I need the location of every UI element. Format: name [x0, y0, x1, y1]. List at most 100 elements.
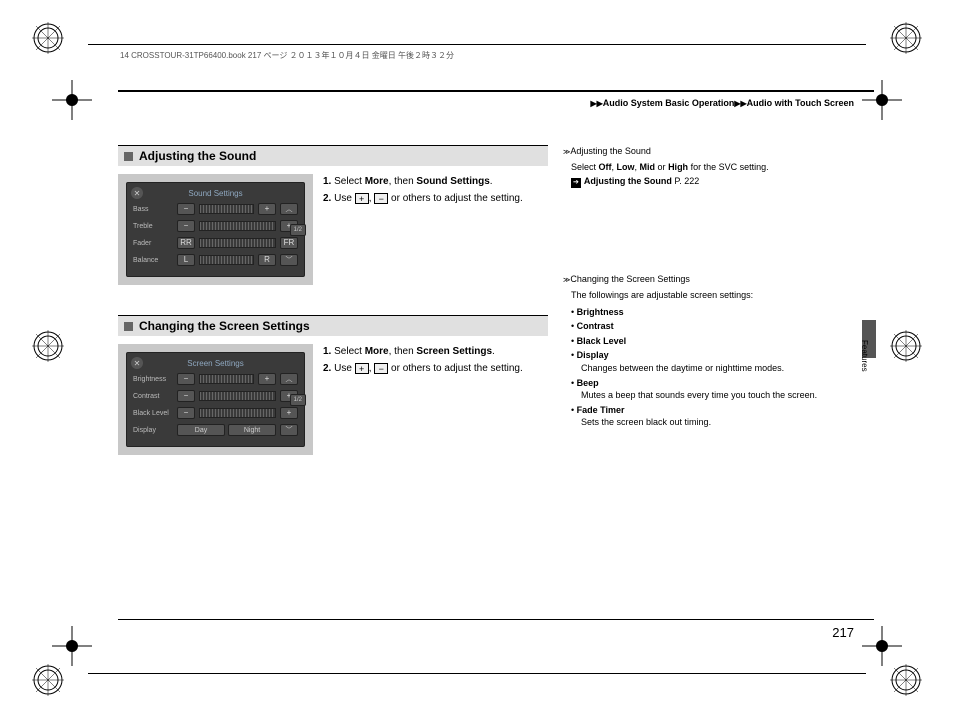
- breadcrumb-arrow-icon: ▶▶: [590, 99, 602, 108]
- chevron-down-icon: ﹀: [280, 424, 298, 436]
- slider: [199, 255, 254, 265]
- instructions: 1. Select More, then Screen Settings. 2.…: [323, 344, 523, 455]
- section-bullet-icon: [124, 152, 133, 161]
- slider: [199, 204, 254, 214]
- cross-reference: ➔Adjusting the Sound P. 222: [571, 175, 843, 188]
- slider: [199, 391, 276, 401]
- slider: [199, 374, 254, 384]
- minus-icon: −: [177, 390, 195, 402]
- list-item-sub: Mutes a beep that sounds every time you …: [581, 389, 843, 402]
- chevron-up-icon: ︿: [280, 203, 298, 215]
- page-indicator: 1/2: [290, 394, 306, 406]
- side-section-2: ≫Changing the Screen Settings The follow…: [563, 273, 843, 429]
- side-text: Select Off, Low, Mid or High for the SVC…: [571, 161, 843, 174]
- left-column: Adjusting the Sound ✕ Sound Settings 1/2…: [118, 145, 548, 485]
- rr-button: RR: [177, 237, 195, 249]
- plus-icon: +: [258, 373, 276, 385]
- panel-row-treble: Treble−+: [133, 219, 298, 233]
- plus-icon: +: [280, 407, 298, 419]
- minus-icon: −: [177, 373, 195, 385]
- plus-box-icon: +: [355, 363, 369, 374]
- panel-row-brightness: Brightness−+︿: [133, 372, 298, 386]
- day-button: Day: [177, 424, 225, 436]
- side-list: • Brightness • Contrast • Black Level • …: [571, 306, 843, 429]
- features-tab-label: Features: [860, 340, 869, 372]
- footer-rule: [88, 673, 866, 674]
- side-intro: The followings are adjustable screen set…: [571, 289, 843, 302]
- slider: [199, 238, 276, 248]
- registration-mark-icon: [890, 664, 922, 696]
- print-header: 14 CROSSTOUR-31TP66400.book 217 ページ ２０１３…: [120, 50, 454, 61]
- breadcrumb: ▶▶Audio System Basic Operation▶▶Audio wi…: [590, 98, 854, 108]
- panel-row-bass: Bass−+︿: [133, 202, 298, 216]
- breadcrumb-arrow-icon: ▶▶: [734, 99, 746, 108]
- minus-icon: −: [177, 203, 195, 215]
- right-column: ≫Adjusting the Sound Select Off, Low, Mi…: [563, 145, 843, 429]
- section-title: Changing the Screen Settings: [139, 319, 310, 333]
- section-bullet-icon: [124, 322, 133, 331]
- plus-box-icon: +: [355, 193, 369, 204]
- night-button: Night: [228, 424, 276, 436]
- top-rule: [118, 90, 874, 92]
- fr-button: FR: [280, 237, 298, 249]
- screen-settings-screenshot: ✕ Screen Settings 1/2 Brightness−+︿ Cont…: [118, 344, 313, 455]
- panel-row-balance: BalanceLR﹀: [133, 253, 298, 267]
- xref-arrow-icon: ➔: [571, 178, 581, 188]
- page-indicator: 1/2: [290, 224, 306, 236]
- sound-settings-screenshot: ✕ Sound Settings 1/2 Bass−+︿ Treble−+ Fa…: [118, 174, 313, 285]
- close-icon: ✕: [131, 187, 143, 199]
- section-body-screen: ✕ Screen Settings 1/2 Brightness−+︿ Cont…: [118, 344, 548, 455]
- panel-title: Screen Settings: [133, 359, 298, 368]
- crop-mark-icon: [52, 626, 92, 666]
- chevron-down-icon: ﹀: [280, 254, 298, 266]
- registration-mark-icon: [32, 22, 64, 54]
- manual-page: 14 CROSSTOUR-31TP66400.book 217 ページ ２０１３…: [0, 0, 954, 718]
- side-title-2: ≫Changing the Screen Settings: [563, 273, 843, 286]
- instructions: 1. Select More, then Sound Settings. 2. …: [323, 174, 523, 285]
- list-item: • Contrast: [571, 320, 843, 333]
- crop-mark-icon: [52, 80, 92, 120]
- step-1: 1. Select More, then Sound Settings.: [323, 174, 523, 189]
- list-item: • Black Level: [571, 335, 843, 348]
- side-title-1: ≫Adjusting the Sound: [563, 145, 843, 158]
- list-item: • Fade Timer: [571, 404, 843, 417]
- registration-mark-icon: [32, 330, 64, 362]
- page-number: 217: [832, 625, 854, 640]
- list-item: • Beep: [571, 377, 843, 390]
- chevron-up-icon: ︿: [280, 373, 298, 385]
- minus-box-icon: −: [374, 363, 388, 374]
- minus-icon: −: [177, 407, 195, 419]
- section-title: Adjusting the Sound: [139, 149, 256, 163]
- list-item: • Display: [571, 349, 843, 362]
- close-icon: ✕: [131, 357, 143, 369]
- l-button: L: [177, 254, 195, 266]
- step-2: 2. Use +, − or others to adjust the sett…: [323, 361, 523, 376]
- list-item-sub: Changes between the daytime or nighttime…: [581, 362, 843, 375]
- step-2: 2. Use +, − or others to adjust the sett…: [323, 191, 523, 206]
- registration-mark-icon: [890, 330, 922, 362]
- breadcrumb-2: Audio with Touch Screen: [747, 98, 854, 108]
- slider: [199, 221, 276, 231]
- breadcrumb-1: Audio System Basic Operation: [603, 98, 735, 108]
- plus-icon: +: [258, 203, 276, 215]
- list-item: • Brightness: [571, 306, 843, 319]
- registration-mark-icon: [890, 22, 922, 54]
- slider: [199, 408, 276, 418]
- section-body-sound: ✕ Sound Settings 1/2 Bass−+︿ Treble−+ Fa…: [118, 174, 548, 285]
- panel-title: Sound Settings: [133, 189, 298, 198]
- touch-panel: ✕ Screen Settings 1/2 Brightness−+︿ Cont…: [126, 352, 305, 447]
- step-1: 1. Select More, then Screen Settings.: [323, 344, 523, 359]
- minus-box-icon: −: [374, 193, 388, 204]
- content-area: ▶▶Audio System Basic Operation▶▶Audio wi…: [118, 90, 874, 658]
- registration-mark-icon: [32, 664, 64, 696]
- panel-row-fader: FaderRRFR: [133, 236, 298, 250]
- list-item-sub: Sets the screen black out timing.: [581, 416, 843, 429]
- section-header-screen: Changing the Screen Settings: [118, 315, 548, 336]
- r-button: R: [258, 254, 276, 266]
- section-header-sound: Adjusting the Sound: [118, 145, 548, 166]
- touch-panel: ✕ Sound Settings 1/2 Bass−+︿ Treble−+ Fa…: [126, 182, 305, 277]
- header-rule: [88, 44, 866, 45]
- minus-icon: −: [177, 220, 195, 232]
- bottom-rule: [118, 619, 874, 620]
- panel-row-contrast: Contrast−+: [133, 389, 298, 403]
